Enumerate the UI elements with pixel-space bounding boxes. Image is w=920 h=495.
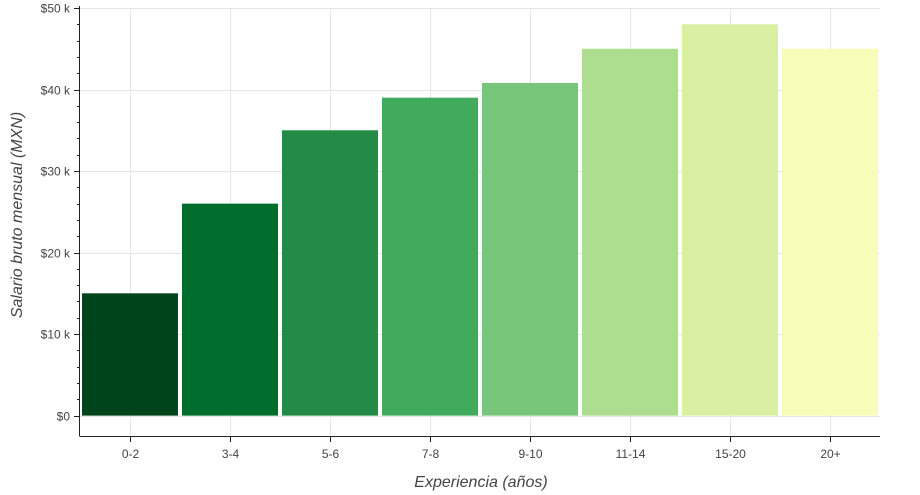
bar-9-10 bbox=[482, 83, 578, 416]
bar-7-8 bbox=[382, 97, 478, 416]
x-tick-label: 15-20 bbox=[715, 447, 746, 461]
bar-15-20 bbox=[682, 24, 778, 416]
y-tick-label: $40 k bbox=[41, 84, 71, 98]
y-tick-label: $30 k bbox=[41, 165, 71, 179]
bars bbox=[82, 24, 878, 416]
bar-11-14 bbox=[582, 48, 678, 416]
axes: $0 $10 k $20 k $30 k $40 k $50 k 0-2 3-4 5-6 7-8 9… bbox=[41, 2, 880, 461]
x-tick-label: 7-8 bbox=[422, 447, 440, 461]
bar-3-4 bbox=[182, 203, 278, 416]
x-tick-label: 3-4 bbox=[222, 447, 240, 461]
bar-20+ bbox=[782, 48, 878, 416]
x-tick-label: 0-2 bbox=[122, 447, 140, 461]
x-tick-label: 20+ bbox=[820, 447, 840, 461]
bar-0-2 bbox=[82, 293, 178, 416]
x-tick-label: 11-14 bbox=[616, 447, 646, 461]
y-axis-title: Salario bruto mensual (MXN) bbox=[9, 112, 26, 318]
x-tick-label: 9-10 bbox=[518, 447, 542, 461]
y-tick-label: $0 bbox=[57, 410, 71, 424]
y-tick-label: $10 k bbox=[41, 328, 71, 342]
y-tick-label: $20 k bbox=[41, 247, 71, 261]
x-tick-label: 5-6 bbox=[322, 447, 340, 461]
x-axis-title: Experiencia (años) bbox=[414, 474, 547, 491]
bar-5-6 bbox=[282, 130, 378, 416]
y-tick-label: $50 k bbox=[41, 2, 71, 16]
